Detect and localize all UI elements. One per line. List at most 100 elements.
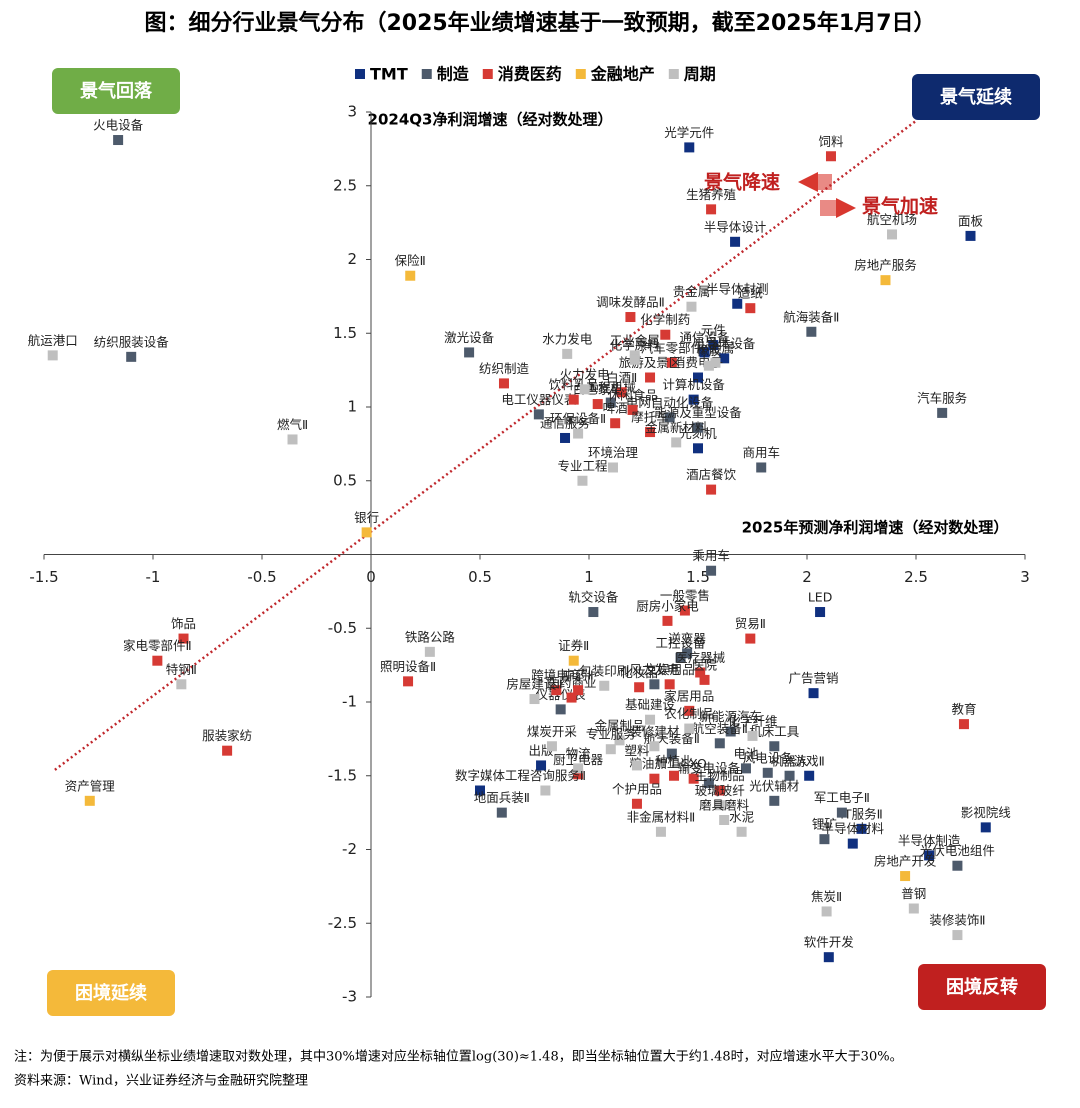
point: [821, 906, 832, 917]
point: [496, 807, 507, 818]
point: [684, 723, 695, 734]
point: [599, 680, 610, 691]
point-label: 影视院线: [961, 805, 1012, 820]
point: [605, 744, 616, 755]
point: [176, 679, 187, 690]
point: [568, 394, 579, 405]
x-tick-label: -0.5: [247, 568, 276, 586]
point: [47, 350, 58, 361]
point-label: 通信设备: [680, 330, 731, 345]
point: [908, 903, 919, 914]
point: [706, 204, 717, 215]
point-label: 机床工具: [749, 724, 800, 739]
point: [769, 795, 780, 806]
quadrant-box: [52, 68, 180, 114]
point-label: 煤炭开采: [527, 724, 578, 739]
legend-swatch: [482, 69, 493, 79]
point-label: 航空装备Ⅱ: [692, 721, 748, 736]
point: [536, 760, 547, 771]
point: [634, 682, 645, 693]
quadrant-box: [912, 74, 1040, 120]
y-tick-label: -3: [342, 988, 357, 1006]
point-label: 饰品: [171, 616, 196, 631]
y-tick-label: 3: [347, 103, 357, 121]
y-tick-label: 1: [347, 398, 357, 416]
point: [649, 773, 660, 784]
point-label: 化妆品: [620, 665, 658, 680]
x-tick-label: 1.5: [686, 568, 710, 586]
point-label: 银行: [354, 510, 379, 525]
point-label: 旅游及景区: [619, 355, 682, 370]
point: [573, 428, 584, 439]
point: [631, 798, 642, 809]
point-label: 化学纤维: [727, 713, 777, 728]
point-label: IT服务Ⅱ: [840, 806, 882, 821]
point-label: 光伏电池组件: [920, 843, 995, 858]
point: [730, 236, 741, 247]
point-label: 工控设备: [656, 635, 707, 650]
x-tick-label: -1: [146, 568, 161, 586]
point: [607, 462, 618, 473]
point: [222, 745, 233, 756]
point: [688, 394, 699, 405]
point: [856, 823, 867, 834]
x-tick-label: 2: [802, 568, 812, 586]
point: [645, 372, 656, 383]
point-label: 焦炭Ⅱ: [811, 889, 842, 904]
y-tick-label: -2: [342, 840, 357, 858]
point-label: 风电设备: [743, 750, 794, 765]
point-label: 中药Ⅱ: [563, 668, 594, 683]
point-label: 普钢: [901, 886, 926, 901]
point-label: 军工电子Ⅱ: [814, 790, 870, 805]
point-label: 半导体制造: [898, 833, 961, 848]
point-label: 橡胶: [696, 343, 721, 358]
point-label: 化学原料: [610, 337, 661, 352]
y-tick-label: -1.5: [328, 766, 357, 784]
point-label: 装修装饰Ⅱ: [929, 913, 985, 928]
point-label: 纺织服装设备: [94, 334, 170, 349]
point: [808, 688, 819, 699]
point-label: 面板: [958, 213, 984, 228]
point: [631, 760, 642, 771]
point-label: 逆变器: [668, 631, 706, 646]
point-label: 轨交设备: [568, 590, 619, 605]
point-label: 纺织制造: [479, 361, 530, 376]
point: [405, 270, 416, 281]
point-label: 电工仪器仪表: [501, 392, 577, 407]
point: [475, 785, 485, 796]
point-label: 基础建设: [625, 697, 676, 712]
point: [703, 360, 714, 371]
legend: TMT 制造 消费医药 金融地产 周期: [355, 65, 716, 84]
point: [546, 741, 557, 752]
point-label: 包装印刷: [579, 663, 629, 678]
point-label: 计算机设备: [662, 377, 725, 392]
point-label: 医药商业: [547, 675, 597, 690]
point: [573, 685, 584, 696]
point: [664, 679, 675, 690]
y-tick-label: 2: [347, 250, 357, 268]
point-label: 资产管理: [65, 778, 116, 793]
point: [649, 679, 660, 690]
point-label: 专业服务: [586, 727, 636, 742]
point: [686, 301, 697, 312]
point-label: 饲料: [818, 134, 844, 149]
point-label: 装修建材: [629, 724, 679, 739]
point-label: 元件: [701, 323, 726, 338]
point: [958, 719, 969, 730]
quadrant-label: 困境延续: [75, 982, 147, 1004]
y-tick-label: -2.5: [328, 914, 357, 932]
point: [498, 378, 509, 389]
point: [616, 387, 627, 398]
point: [714, 738, 725, 749]
point: [555, 704, 566, 715]
point: [178, 633, 189, 644]
point-label: 商用车: [742, 445, 780, 460]
note: 注：为便于展示对横纵坐标业绩增速取对数处理，其中30%增速对应坐标轴位置log(…: [14, 1049, 903, 1065]
point: [588, 607, 599, 618]
point: [706, 484, 717, 495]
point-label: LED: [808, 590, 833, 605]
point: [714, 785, 725, 796]
legend-label: 消费医药: [498, 65, 562, 84]
point: [625, 312, 636, 323]
point: [762, 767, 773, 778]
